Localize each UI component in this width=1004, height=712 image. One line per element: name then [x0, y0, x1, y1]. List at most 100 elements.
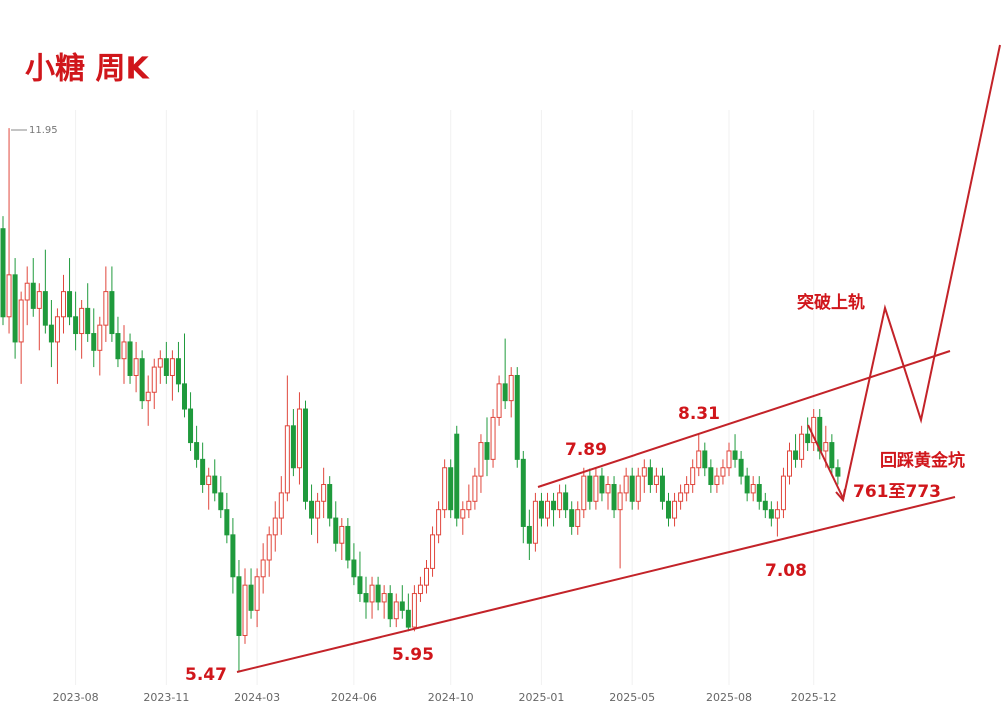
candle-body — [623, 475, 629, 494]
candle-body — [811, 416, 817, 444]
candle-body — [369, 584, 375, 603]
candle-body — [242, 584, 248, 636]
candle-body — [218, 492, 224, 511]
candle-body — [278, 492, 284, 519]
candle-body — [411, 593, 417, 628]
candle-body — [647, 467, 653, 486]
candle-body — [448, 467, 454, 511]
candle-body — [224, 509, 230, 536]
candle-body — [805, 433, 811, 444]
candle-body — [599, 475, 605, 494]
candle-body — [726, 450, 732, 469]
candle-body — [357, 576, 363, 595]
candle-body — [466, 500, 472, 511]
candle-body — [684, 484, 690, 494]
candle-body — [732, 450, 738, 460]
candle-body — [478, 442, 484, 477]
candle-body — [829, 442, 835, 469]
candle-body — [538, 500, 544, 519]
candle-body — [387, 593, 393, 620]
candle-body — [363, 593, 369, 603]
candle-body — [526, 525, 532, 544]
candle-body — [182, 383, 187, 410]
candle-body — [460, 509, 466, 519]
candle-body — [587, 475, 593, 502]
candle-body — [145, 391, 151, 402]
candle-body — [635, 475, 641, 502]
annotation: 回踩黄金坑 — [880, 450, 965, 471]
candle-body — [653, 475, 659, 486]
annotation: 5.47 — [185, 665, 227, 685]
x-tick-label: 2023-08 — [53, 691, 99, 704]
x-tick-label: 2025-08 — [706, 691, 752, 704]
candle-body — [290, 425, 296, 469]
candle-body — [67, 291, 73, 318]
candle-body — [442, 467, 448, 511]
upper-trendline — [537, 350, 951, 488]
candle-body — [175, 358, 181, 385]
x-tick-label: 2025-01 — [518, 691, 564, 704]
candle-body — [823, 442, 829, 452]
candle-body — [230, 534, 236, 578]
candle-body — [617, 492, 623, 511]
candle-body — [405, 609, 411, 628]
candle-body — [514, 374, 520, 460]
candle-body — [593, 475, 599, 502]
annotation: 8.31 — [678, 404, 720, 424]
candle-body — [309, 500, 315, 519]
candle-body — [641, 467, 647, 477]
candle-body — [835, 467, 841, 477]
candle-body — [236, 576, 242, 636]
candle-body — [611, 484, 617, 511]
grid — [75, 110, 815, 685]
candle-body — [73, 316, 79, 335]
candle-body — [194, 442, 200, 460]
high-label: 11.95 — [29, 125, 58, 136]
candle-body — [48, 324, 54, 343]
candle-body — [272, 517, 278, 536]
candle-body — [799, 433, 805, 460]
candle-body — [169, 358, 175, 376]
candle-body — [212, 475, 218, 494]
candle-body — [666, 500, 671, 519]
candle-body — [720, 467, 726, 477]
candle-body — [569, 509, 575, 527]
candle-body — [345, 525, 351, 561]
projection-path — [842, 44, 1001, 501]
candle-body — [303, 408, 308, 502]
candle-body — [133, 358, 139, 376]
annotation: 761至773 — [853, 482, 941, 502]
candle-body — [762, 500, 768, 511]
x-tick-label: 2024-03 — [234, 691, 280, 704]
candle-body — [780, 475, 786, 511]
candle-body — [24, 282, 30, 301]
candle-body — [321, 484, 327, 502]
x-tick-label: 2025-05 — [609, 691, 655, 704]
annotation: 突破上轨 — [797, 292, 865, 313]
candle-body — [121, 341, 127, 360]
candle-body — [266, 534, 272, 561]
candle-body — [399, 601, 405, 611]
candle-body — [91, 333, 97, 351]
candle-body — [454, 433, 460, 519]
x-tick-label: 2023-11 — [143, 691, 189, 704]
candle-body — [472, 475, 478, 502]
candle-body — [424, 567, 429, 586]
candle-body — [738, 458, 744, 477]
candle-body — [417, 584, 423, 595]
candle-body — [296, 408, 302, 469]
candle-body — [575, 509, 581, 527]
candle-body — [629, 475, 635, 502]
candle-body — [393, 601, 399, 620]
candle-body — [79, 307, 85, 335]
candle-body — [520, 458, 526, 527]
candle-body — [151, 366, 157, 393]
candle-body — [702, 450, 708, 469]
candle-body — [18, 299, 24, 343]
candle-body — [750, 484, 756, 494]
candle-body — [103, 291, 109, 326]
x-tick-label: 2024-06 — [331, 691, 377, 704]
candle-body — [714, 475, 720, 486]
